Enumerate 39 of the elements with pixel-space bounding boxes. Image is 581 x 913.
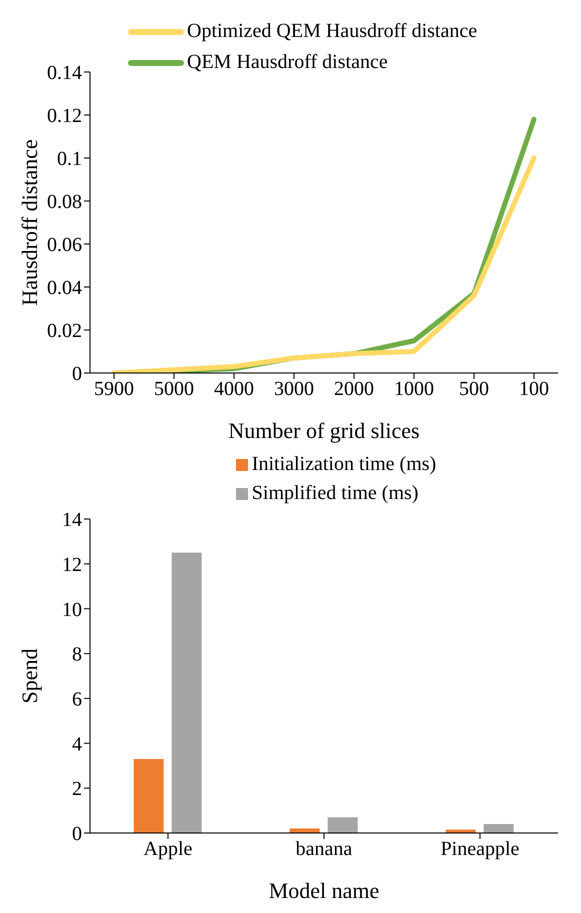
y-tick-label: 6 (72, 688, 82, 711)
x-axis-title: Model name (268, 878, 380, 903)
legend-label: Initialization time (ms) (252, 453, 436, 476)
y-tick-label: 0.06 (47, 234, 82, 256)
y-tick-label: 0.08 (47, 191, 82, 214)
legend-label: QEM Hausdroff distance (187, 51, 388, 74)
y-tick-label: 0 (72, 363, 82, 386)
y-axis-title: Hausdroff distance (16, 139, 42, 306)
y-tick-label: 0.12 (47, 105, 82, 128)
y-tick-label: 14 (62, 509, 82, 532)
x-tick-label: banana (296, 838, 352, 860)
y-tick-label: 8 (72, 644, 82, 666)
x-tick-label: Pineapple (440, 838, 520, 860)
y-tick-label: 12 (62, 554, 82, 576)
bar (172, 552, 202, 833)
y-tick-label: 2 (72, 778, 82, 800)
x-tick-label: 4000 (214, 378, 254, 400)
x-tick-label: 3000 (274, 378, 314, 400)
y-tick-label: 10 (62, 598, 82, 621)
x-tick-label: Apple (144, 838, 193, 860)
x-tick-label: 100 (519, 378, 549, 400)
y-tick-label: 0.04 (47, 277, 82, 300)
x-tick-label: 5000 (154, 378, 194, 400)
bar (484, 824, 514, 833)
x-tick-label: 2000 (334, 378, 374, 400)
bar (134, 758, 164, 833)
legend-label: Optimized QEM Hausdroff distance (187, 20, 478, 43)
y-tick-label: 0.02 (47, 320, 82, 342)
legend-label: Simplified time (ms) (252, 482, 418, 505)
y-axis-title: Spend (16, 648, 42, 704)
x-tick-label: 1000 (394, 378, 434, 400)
y-tick-label: 0.14 (47, 62, 82, 84)
y-tick-label: 0.1 (57, 148, 82, 170)
x-tick-label: 500 (459, 378, 489, 400)
x-axis-title: Number of grid slices (228, 418, 420, 443)
bar (328, 817, 358, 833)
x-tick-label: 5900 (94, 378, 134, 400)
y-tick-label: 0 (72, 823, 82, 846)
y-tick-label: 4 (72, 733, 82, 756)
